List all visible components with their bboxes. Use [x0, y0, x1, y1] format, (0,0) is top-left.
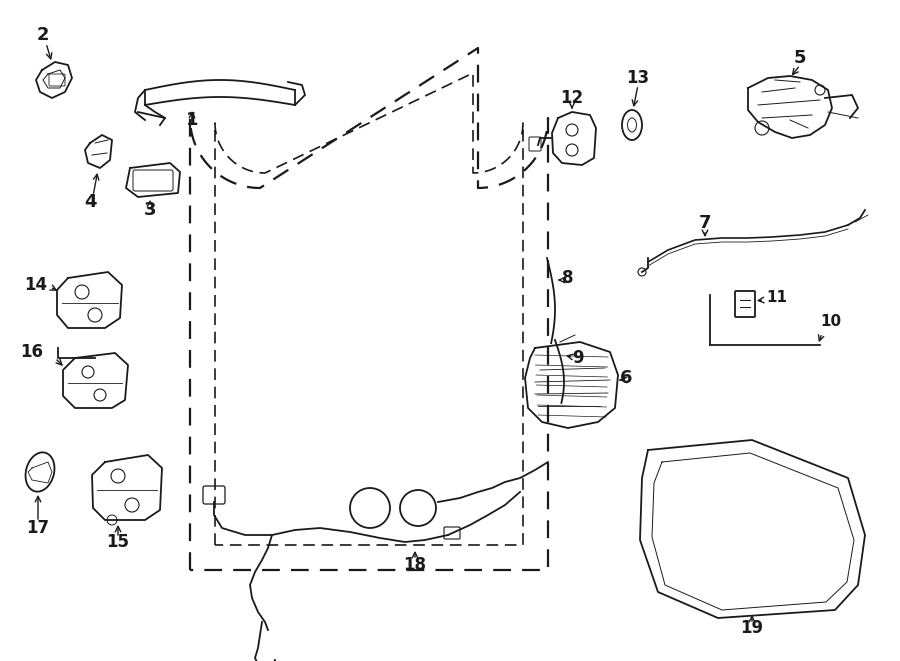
- Text: 1: 1: [185, 111, 198, 129]
- Text: 4: 4: [84, 193, 96, 211]
- Text: 17: 17: [26, 519, 50, 537]
- Text: 13: 13: [626, 69, 650, 87]
- Text: 19: 19: [741, 619, 763, 637]
- Text: 18: 18: [403, 556, 427, 574]
- Text: 9: 9: [572, 349, 584, 367]
- Text: 7: 7: [698, 214, 711, 232]
- Text: 5: 5: [794, 49, 806, 67]
- Text: 12: 12: [561, 89, 583, 107]
- Text: 14: 14: [24, 276, 48, 294]
- Text: 16: 16: [20, 343, 43, 361]
- Text: 2: 2: [37, 26, 50, 44]
- Text: 3: 3: [144, 201, 157, 219]
- Text: 8: 8: [562, 269, 574, 287]
- Text: 10: 10: [820, 315, 842, 329]
- Text: 11: 11: [766, 290, 787, 305]
- Text: 6: 6: [620, 369, 632, 387]
- Text: 15: 15: [106, 533, 130, 551]
